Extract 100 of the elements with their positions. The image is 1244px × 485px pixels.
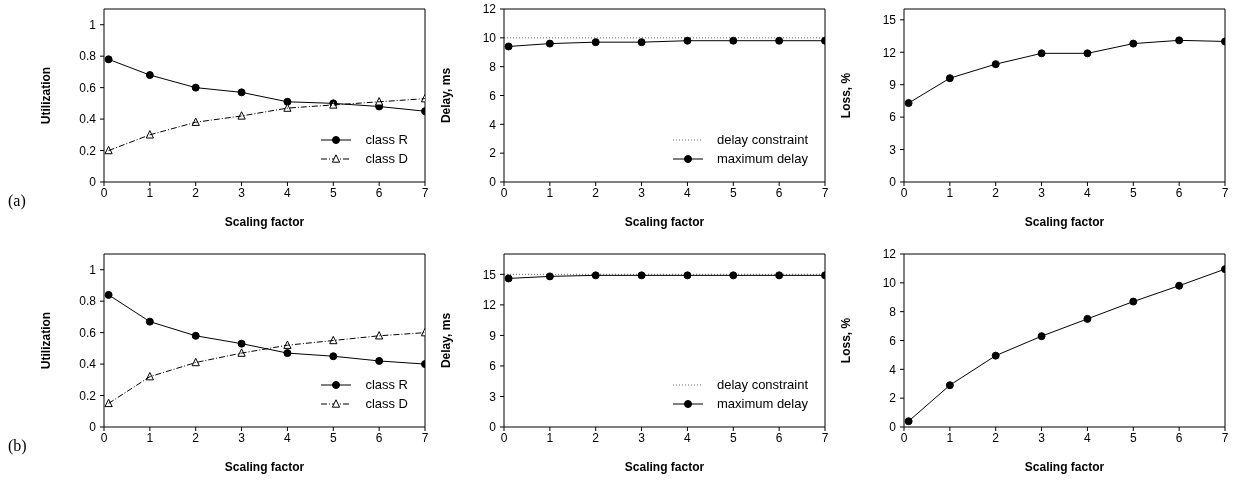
- x-tick-label: 1: [946, 185, 954, 200]
- x-tick-label: 5: [329, 185, 337, 200]
- x-tick-label: 2: [592, 430, 600, 445]
- y-tick-label: 0.4: [79, 112, 97, 127]
- y-tick-label: 15: [882, 13, 897, 28]
- x-tick-label: 3: [638, 430, 646, 445]
- x-tick-label: 5: [729, 185, 737, 200]
- x-tick-label: 6: [1175, 430, 1183, 445]
- x-tick-label: 5: [1129, 430, 1137, 445]
- x-tick-label: 4: [684, 430, 692, 445]
- y-tick-label: 6: [889, 333, 897, 348]
- text: (b): [8, 437, 27, 455]
- point: [104, 290, 113, 299]
- y-tick-label: 8: [489, 59, 497, 74]
- y-tick-label: 0.6: [79, 80, 97, 95]
- x-tick-label: 7: [421, 430, 429, 445]
- x-axis-title: Scaling factor: [224, 215, 305, 229]
- y-tick-label: 0: [89, 175, 97, 190]
- y-tick-label: 10: [482, 31, 497, 46]
- x-tick-label: 7: [821, 185, 829, 200]
- y-axis-title: Loss, %: [839, 317, 854, 364]
- x-tick-label: 1: [546, 185, 554, 200]
- legend-label: maximum delay: [716, 396, 808, 411]
- x-axis-title: Scaling factor: [624, 215, 705, 229]
- y-tick-label: 0.2: [79, 388, 97, 403]
- y-tick-label: 8: [889, 304, 897, 319]
- y-tick-label: 0.6: [79, 325, 97, 340]
- x-tick-label: 2: [192, 185, 200, 200]
- x-tick-label: 1: [546, 430, 554, 445]
- x-tick-label: 0: [900, 430, 908, 445]
- y-axis-title: Loss, %: [839, 72, 854, 119]
- y-tick-label: 6: [489, 88, 497, 103]
- x-tick-label: 0: [100, 430, 108, 445]
- y-tick-label: 0.4: [79, 357, 97, 372]
- point: [375, 97, 384, 106]
- point: [104, 55, 113, 64]
- x-tick-label: 3: [238, 430, 246, 445]
- y-tick-label: 12: [882, 247, 897, 262]
- x-tick-label: 1: [146, 430, 154, 445]
- x-tick-label: 6: [775, 185, 783, 200]
- x-tick-label: 0: [900, 185, 908, 200]
- x-tick-label: 0: [500, 430, 508, 445]
- point: [1129, 39, 1138, 48]
- y-tick-label: 1: [89, 17, 97, 32]
- x-tick-label: 6: [1175, 185, 1183, 200]
- y-tick-label: 0: [889, 175, 897, 190]
- legend-label: delay constraint: [716, 377, 808, 392]
- x-tick-label: 7: [1221, 430, 1229, 445]
- y-tick-label: 0.8: [79, 49, 97, 64]
- text: (a): [8, 192, 26, 210]
- y-tick-label: 12: [482, 298, 497, 313]
- x-tick-label: 3: [1038, 185, 1046, 200]
- y-tick-label: 0: [489, 420, 497, 435]
- y-tick-label: 0: [889, 420, 897, 435]
- legend-label: class R: [365, 377, 408, 392]
- x-tick-label: 4: [684, 185, 692, 200]
- x-tick-label: 2: [592, 185, 600, 200]
- y-axis-title: Delay, ms: [439, 67, 454, 124]
- x-tick-label: 4: [1084, 430, 1092, 445]
- x-tick-label: 1: [946, 430, 954, 445]
- y-tick-label: 0.2: [79, 143, 97, 158]
- legend-label: maximum delay: [716, 151, 808, 166]
- x-tick-label: 1: [146, 185, 154, 200]
- x-tick-label: 7: [421, 185, 429, 200]
- x-tick-label: 2: [992, 430, 1000, 445]
- legend-label: class D: [365, 151, 408, 166]
- y-tick-label: 3: [889, 142, 897, 157]
- y-tick-label: 3: [489, 389, 497, 404]
- y-axis-title: Delay, ms: [439, 312, 454, 369]
- x-axis-title: Scaling factor: [624, 460, 705, 474]
- x-tick-label: 0: [500, 185, 508, 200]
- x-tick-label: 5: [729, 430, 737, 445]
- x-tick-label: 3: [238, 185, 246, 200]
- x-tick-label: 6: [375, 430, 383, 445]
- y-tick-label: 12: [882, 45, 897, 60]
- point: [145, 130, 154, 139]
- point: [329, 335, 338, 345]
- y-tick-label: 15: [482, 267, 497, 282]
- point: [904, 417, 913, 426]
- x-tick-label: 4: [284, 430, 292, 445]
- x-axis-title: Scaling factor: [224, 460, 305, 474]
- x-tick-label: 4: [284, 185, 292, 200]
- x-tick-label: 3: [638, 185, 646, 200]
- y-tick-label: 0: [489, 175, 497, 190]
- point: [904, 99, 913, 108]
- y-tick-label: 0.8: [79, 294, 97, 309]
- y-tick-label: 2: [889, 391, 897, 406]
- x-axis-title: Scaling factor: [1024, 215, 1105, 229]
- point: [283, 103, 292, 112]
- y-tick-label: 4: [489, 117, 497, 132]
- point: [991, 60, 1000, 69]
- x-tick-label: 0: [100, 185, 108, 200]
- x-tick-label: 2: [192, 430, 200, 445]
- x-tick-label: 5: [329, 430, 337, 445]
- y-axis-title: Utilization: [39, 311, 54, 370]
- y-tick-label: 6: [489, 359, 497, 374]
- y-tick-label: 9: [489, 328, 497, 343]
- x-axis-title: Scaling factor: [1024, 460, 1105, 474]
- point: [191, 357, 200, 367]
- y-tick-label: 2: [489, 146, 497, 161]
